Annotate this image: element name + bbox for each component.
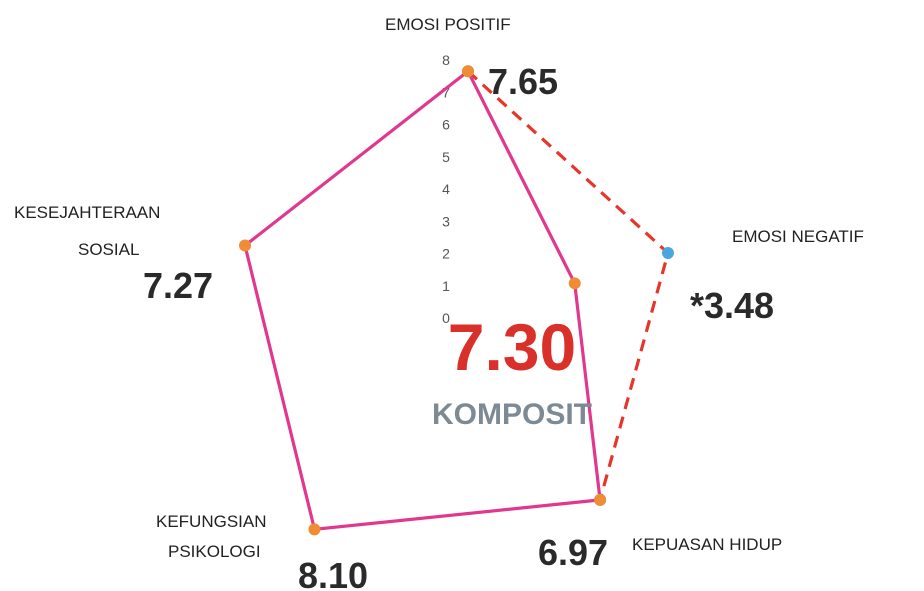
value-label: 7.65 <box>488 61 558 102</box>
r-tick-label: 0 <box>442 310 450 326</box>
composite-value: 7.30 <box>448 310 576 384</box>
axis-label: EMOSI POSITIF <box>385 15 511 34</box>
r-tick-label: 1 <box>442 278 450 294</box>
data-point <box>308 523 321 536</box>
value-label: *3.48 <box>690 285 774 326</box>
data-point <box>661 247 674 260</box>
axis-label: KESEJAHTERAAN <box>14 203 160 222</box>
value-label: 7.27 <box>143 265 213 306</box>
r-tick-label: 4 <box>442 181 450 197</box>
axis-label: PSIKOLOGI <box>168 542 261 561</box>
axis-label: EMOSI NEGATIF <box>732 227 864 246</box>
axis-label: SOSIAL <box>78 240 139 259</box>
r-tick-label: 3 <box>442 213 450 229</box>
axis-label: KEFUNGSIAN <box>156 512 267 531</box>
r-tick-label: 2 <box>442 246 450 262</box>
r-tick-label: 8 <box>442 52 450 68</box>
value-label: 6.97 <box>538 532 608 573</box>
data-point <box>462 65 474 78</box>
r-tick-label: 7 <box>442 84 450 100</box>
data-point <box>239 239 252 252</box>
series-line <box>243 70 602 531</box>
composite-label: KOMPOSIT <box>432 398 592 431</box>
series-line <box>466 70 670 501</box>
value-label: 8.10 <box>298 555 368 591</box>
r-tick-label: 6 <box>442 117 450 133</box>
data-point <box>568 277 581 290</box>
axis-label: KEPUASAN HIDUP <box>632 535 782 554</box>
data-point <box>594 493 607 506</box>
r-tick-label: 5 <box>442 149 450 165</box>
